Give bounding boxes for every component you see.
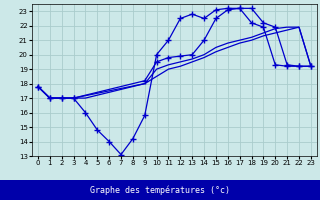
Text: Graphe des températures (°c): Graphe des températures (°c) — [90, 185, 230, 195]
